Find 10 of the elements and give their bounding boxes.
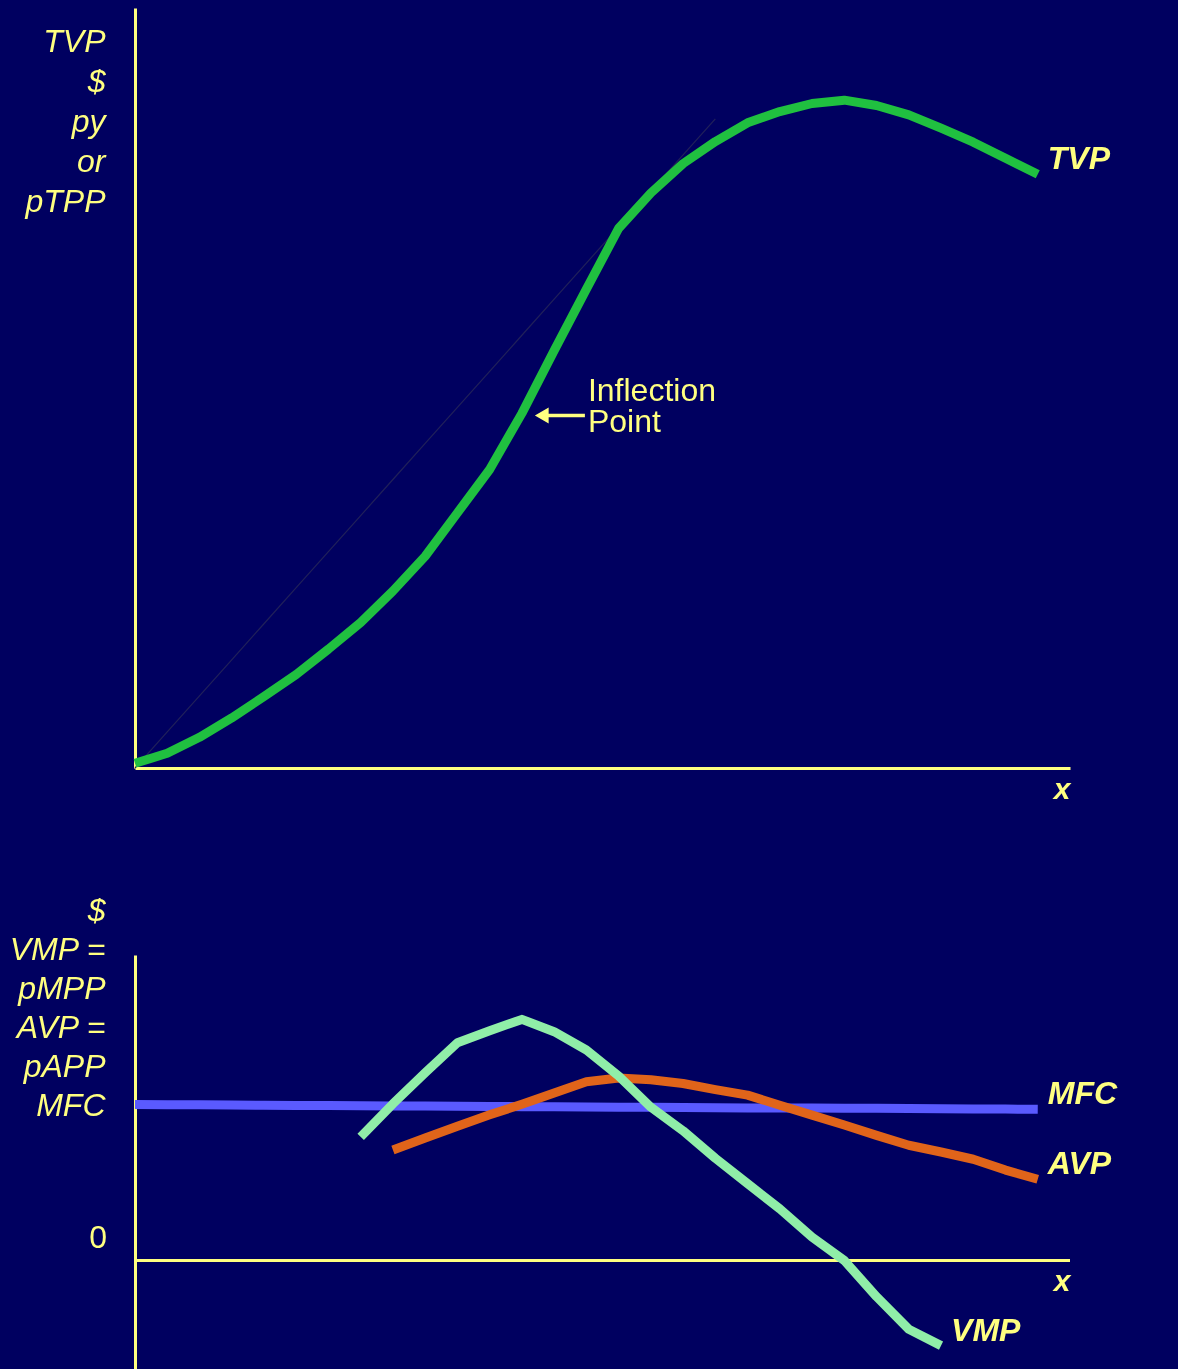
series-label: TVP [1047, 140, 1111, 177]
series-label: VMP [951, 1311, 1022, 1348]
series-label: AVP [1046, 1145, 1112, 1182]
ref-line-label: 0 [89, 1218, 107, 1255]
x-axis-title: x [1051, 1264, 1072, 1298]
x-axis-title: x [1051, 771, 1072, 805]
y-axis-title: $ VMP = pMPP AVP = pAPP MFC [9, 891, 107, 1123]
series-label: MFC [1047, 1075, 1118, 1112]
y-axis-title: TVP $ py or pTPP [24, 22, 108, 219]
annotation: Inflection Point [587, 372, 716, 440]
